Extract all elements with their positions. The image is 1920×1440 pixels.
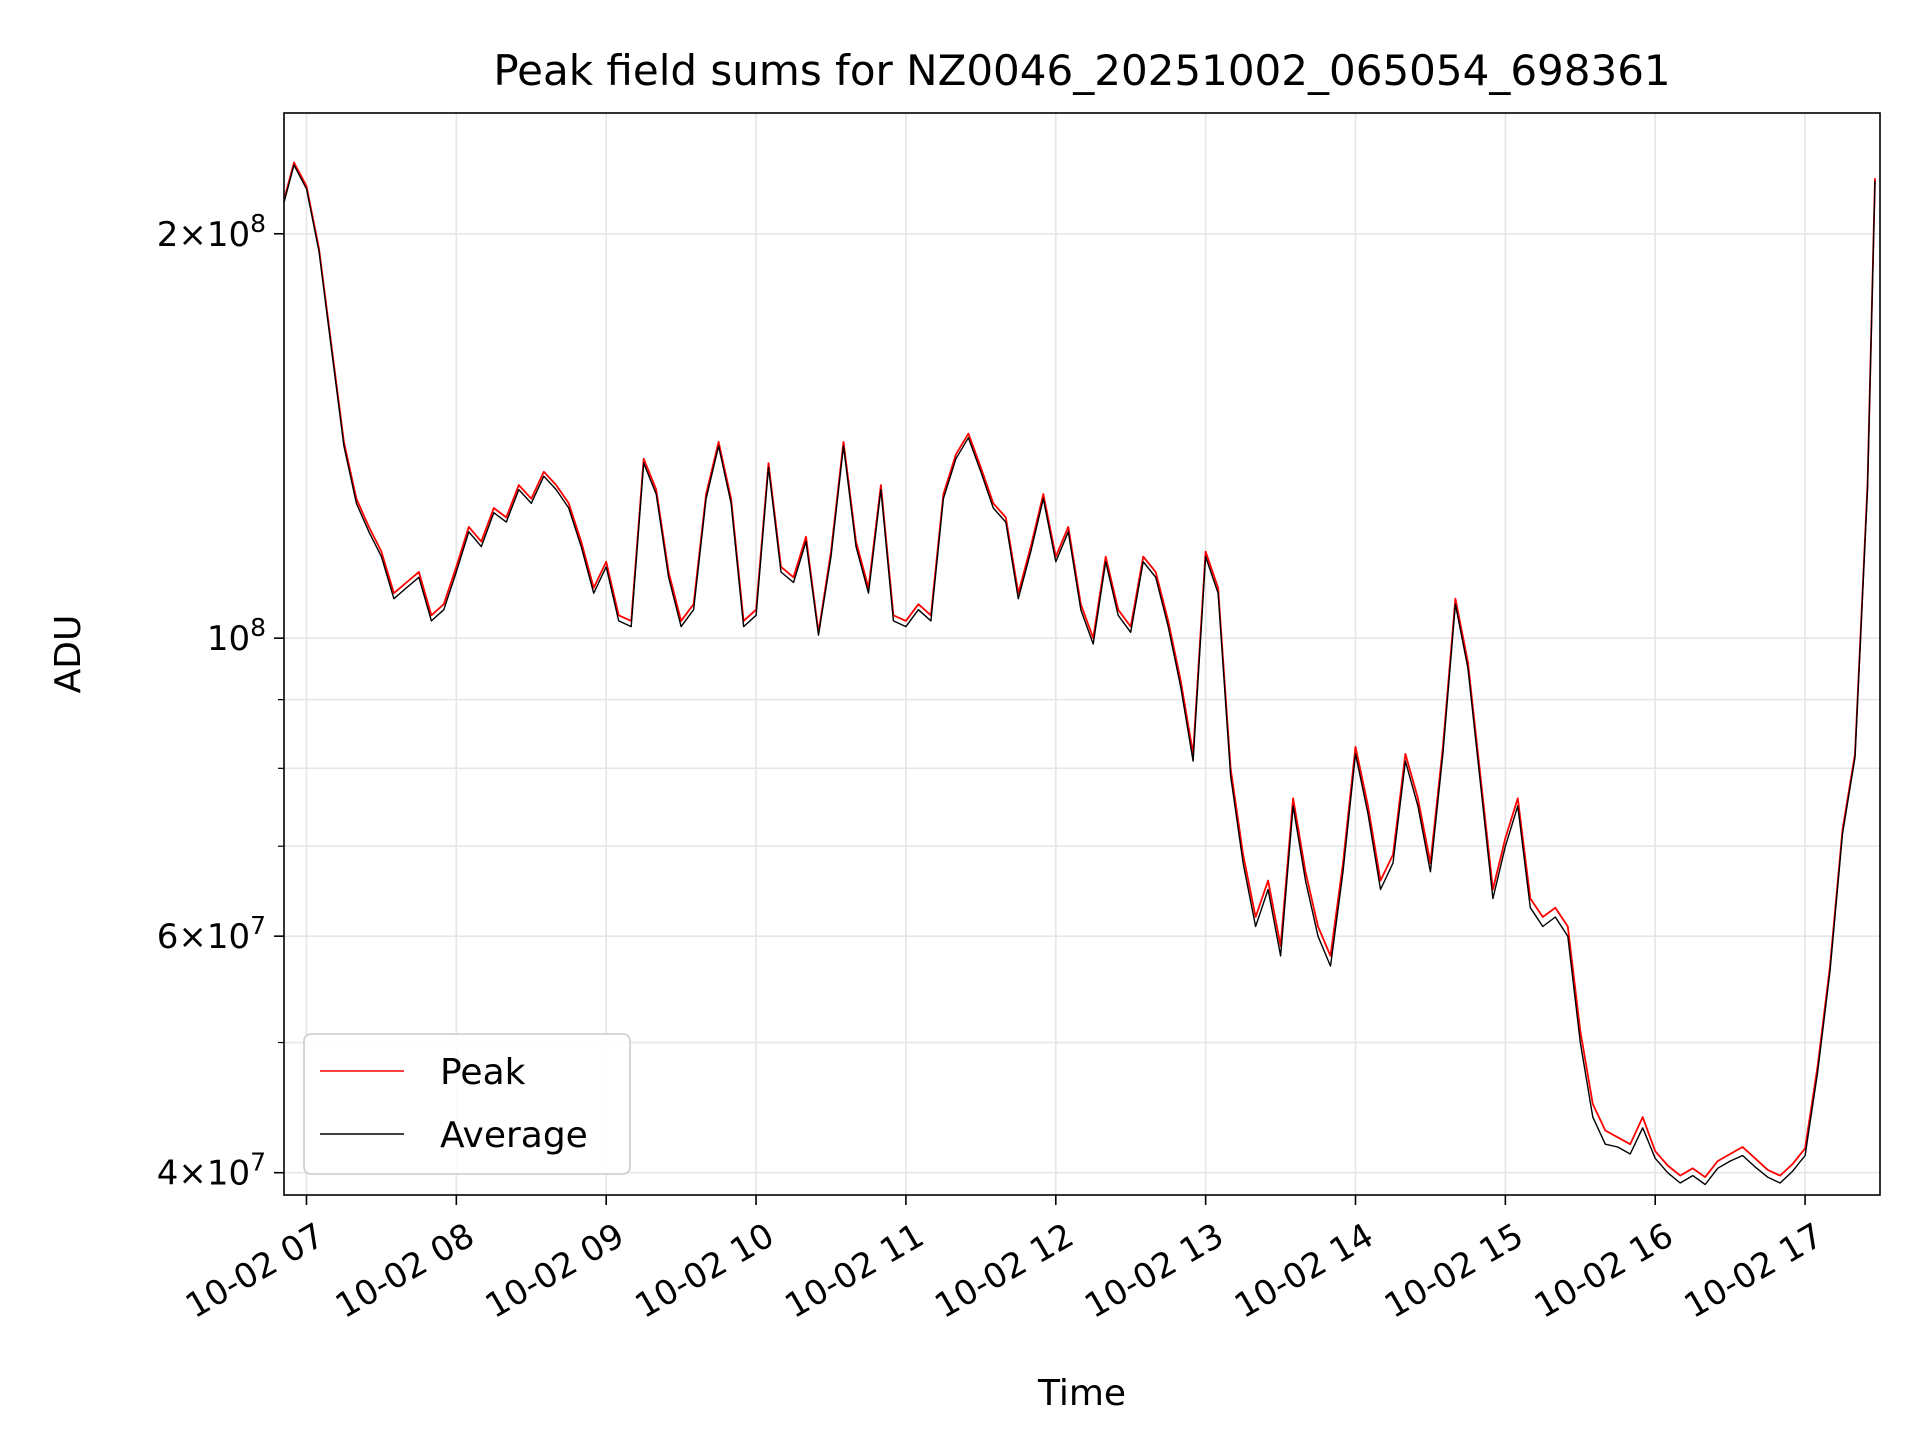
y-tick-label: 2×108: [157, 209, 266, 255]
legend-label-peak: Peak: [440, 1052, 526, 1093]
y-axis-ticks: 2×108 108 6×107 4×107: [157, 209, 284, 1194]
legend-label-average: Average: [440, 1115, 588, 1156]
y-tick-label: 4×107: [157, 1148, 266, 1194]
legend: Peak Average: [303, 1033, 631, 1175]
x-axis-label: Time: [1037, 1373, 1126, 1414]
y-tick-label: 108: [207, 613, 266, 659]
series-lines: [284, 161, 1876, 1186]
legend-box: [303, 1033, 631, 1175]
series-line-peak: [284, 161, 1876, 1178]
plot-frame: [283, 112, 1881, 1196]
chart-title: Peak field sums for NZ0046_20251002_0650…: [493, 46, 1670, 95]
y-axis-label: ADU: [48, 615, 89, 694]
series-line-average: [284, 164, 1876, 1186]
y-tick-label: 6×107: [157, 911, 266, 957]
